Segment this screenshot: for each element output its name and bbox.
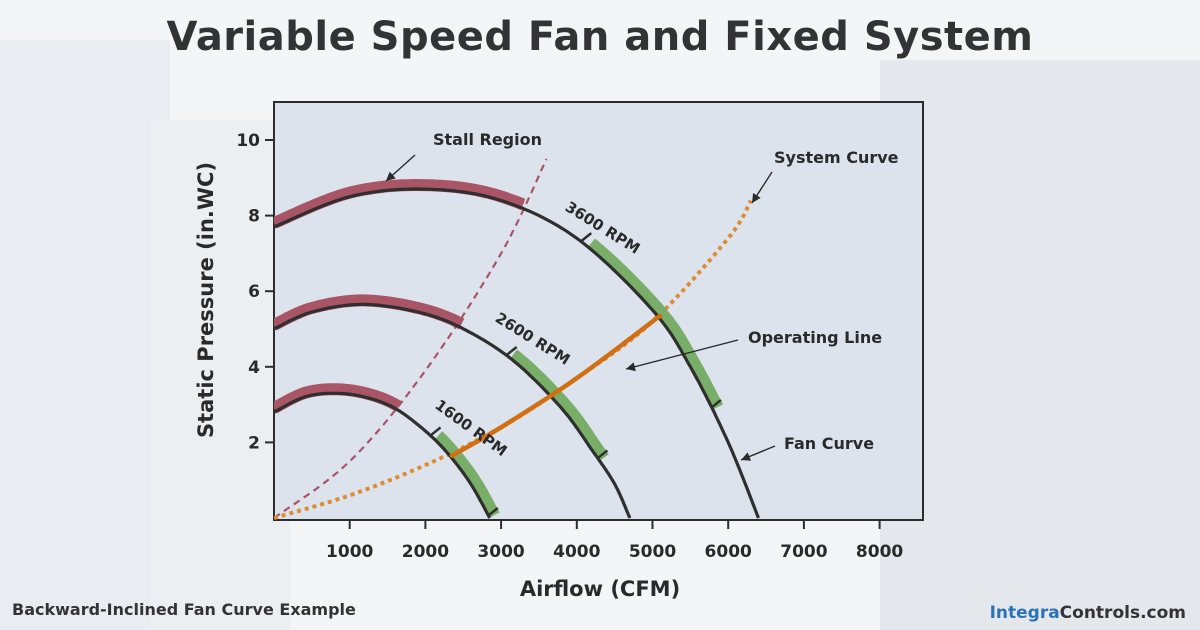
annotation-arrow-head-operating-line — [626, 362, 636, 372]
x-tick-label-4000: 4000 — [553, 542, 600, 562]
stall-band-1600-rpm — [274, 383, 403, 414]
y-tick-label-8: 8 — [248, 207, 260, 227]
operating-line — [449, 313, 663, 458]
fan-curve-1600-rpm — [274, 391, 492, 519]
x-tick-label-2000: 2000 — [402, 542, 449, 562]
brand-logo: IntegraControls.com — [990, 603, 1186, 623]
x-tick-label-3000: 3000 — [477, 542, 524, 562]
y-tick-label-6: 6 — [248, 282, 260, 302]
annotation-stall-region: Stall Region — [433, 130, 542, 149]
x-tick-label-6000: 6000 — [705, 542, 752, 562]
efficient-band-3600-rpm — [588, 238, 723, 410]
x-tick-label-7000: 7000 — [780, 542, 827, 562]
brand-highlight: Integra — [989, 603, 1060, 623]
stall-band-2600-rpm — [274, 294, 465, 331]
fan-curve-2600-rpm — [274, 302, 632, 519]
efficient-band-tick-2600-rpm-0 — [505, 345, 518, 356]
fan-curve-3600-rpm — [274, 187, 760, 519]
y-tick-label-4: 4 — [248, 358, 260, 378]
x-tick-label-5000: 5000 — [629, 542, 676, 562]
efficient-band-tick-1600-rpm-0 — [429, 426, 442, 437]
efficient-band-tick-1600-rpm-1 — [486, 507, 499, 517]
efficient-band-tick-3600-rpm-1 — [710, 398, 722, 409]
x-tick-label-1000: 1000 — [326, 542, 373, 562]
background-building-left — [0, 40, 170, 630]
x-axis-label: Airflow (CFM) — [520, 577, 680, 601]
efficient-band-1600-rpm — [434, 431, 500, 518]
efficient-band-tick-3600-rpm-0 — [580, 232, 593, 243]
annotation-arrow-head-system-curve — [752, 192, 761, 203]
caption: Backward-Inclined Fan Curve Example — [12, 600, 356, 619]
stall-band-3600-rpm — [274, 179, 526, 229]
annotation-operating-line: Operating Line — [748, 328, 882, 347]
background-building-middle — [150, 120, 290, 630]
background-building-right — [880, 60, 1200, 630]
efficient-band-2600-rpm — [510, 349, 609, 461]
plot-series-group — [274, 158, 760, 520]
y-tick-label-10: 10 — [236, 131, 260, 151]
annotation-arrow-head-stall-region — [386, 171, 396, 181]
annotation-arrow-head-fan-curve — [741, 452, 752, 461]
annotation-fan-curve: Fan Curve — [784, 434, 874, 453]
page-title: Variable Speed Fan and Fixed System — [166, 14, 1034, 60]
annotation-arrow-line-operating-line — [625, 339, 739, 370]
efficient-band-tick-2600-rpm-1 — [596, 449, 609, 460]
x-tick-label-8000: 8000 — [856, 542, 903, 562]
annotation-system-curve: System Curve — [774, 148, 899, 167]
y-tick-label-2: 2 — [248, 433, 260, 453]
brand-rest: Controls.com — [1059, 603, 1186, 623]
y-axis-label: Static Pressure (in.WC) — [194, 162, 218, 438]
